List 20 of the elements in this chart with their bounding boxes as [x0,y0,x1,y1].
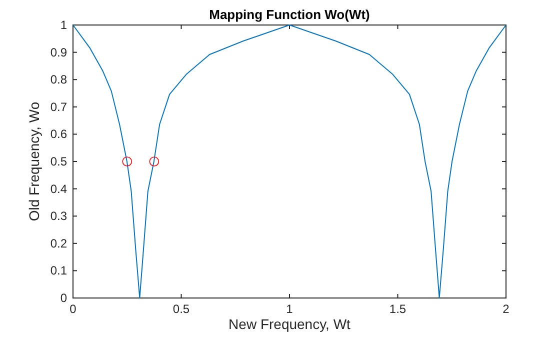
y-tick-label: 0.9 [50,45,68,60]
x-tick-label: 0.5 [172,302,190,316]
x-tick-label: 2 [502,302,510,316]
y-tick-label: 0.8 [50,72,68,87]
x-axis-title: New Frequency, Wt [228,316,351,332]
line-series [72,24,506,298]
x-tick-label: 0 [70,302,77,316]
y-tick-label: 0.4 [50,182,68,196]
x-tick-label: 1 [286,302,294,316]
y-tick-label: 0 [60,291,68,305]
y-tick-label: 0.1 [50,264,68,278]
y-tick-label: 0.5 [50,154,68,168]
y-tick-label: 0.3 [50,209,68,224]
y-axis-title: Old Frequency, Wo [26,102,42,222]
chart-title: Mapping Function Wo(Wt) [209,7,370,22]
y-tick-label: 0.6 [50,127,68,142]
y-tick-label: 0.2 [50,236,68,250]
x-tick-label: 1.5 [389,302,406,316]
y-tick-label: 1 [60,18,68,32]
y-tick-label: 0.7 [50,100,68,114]
